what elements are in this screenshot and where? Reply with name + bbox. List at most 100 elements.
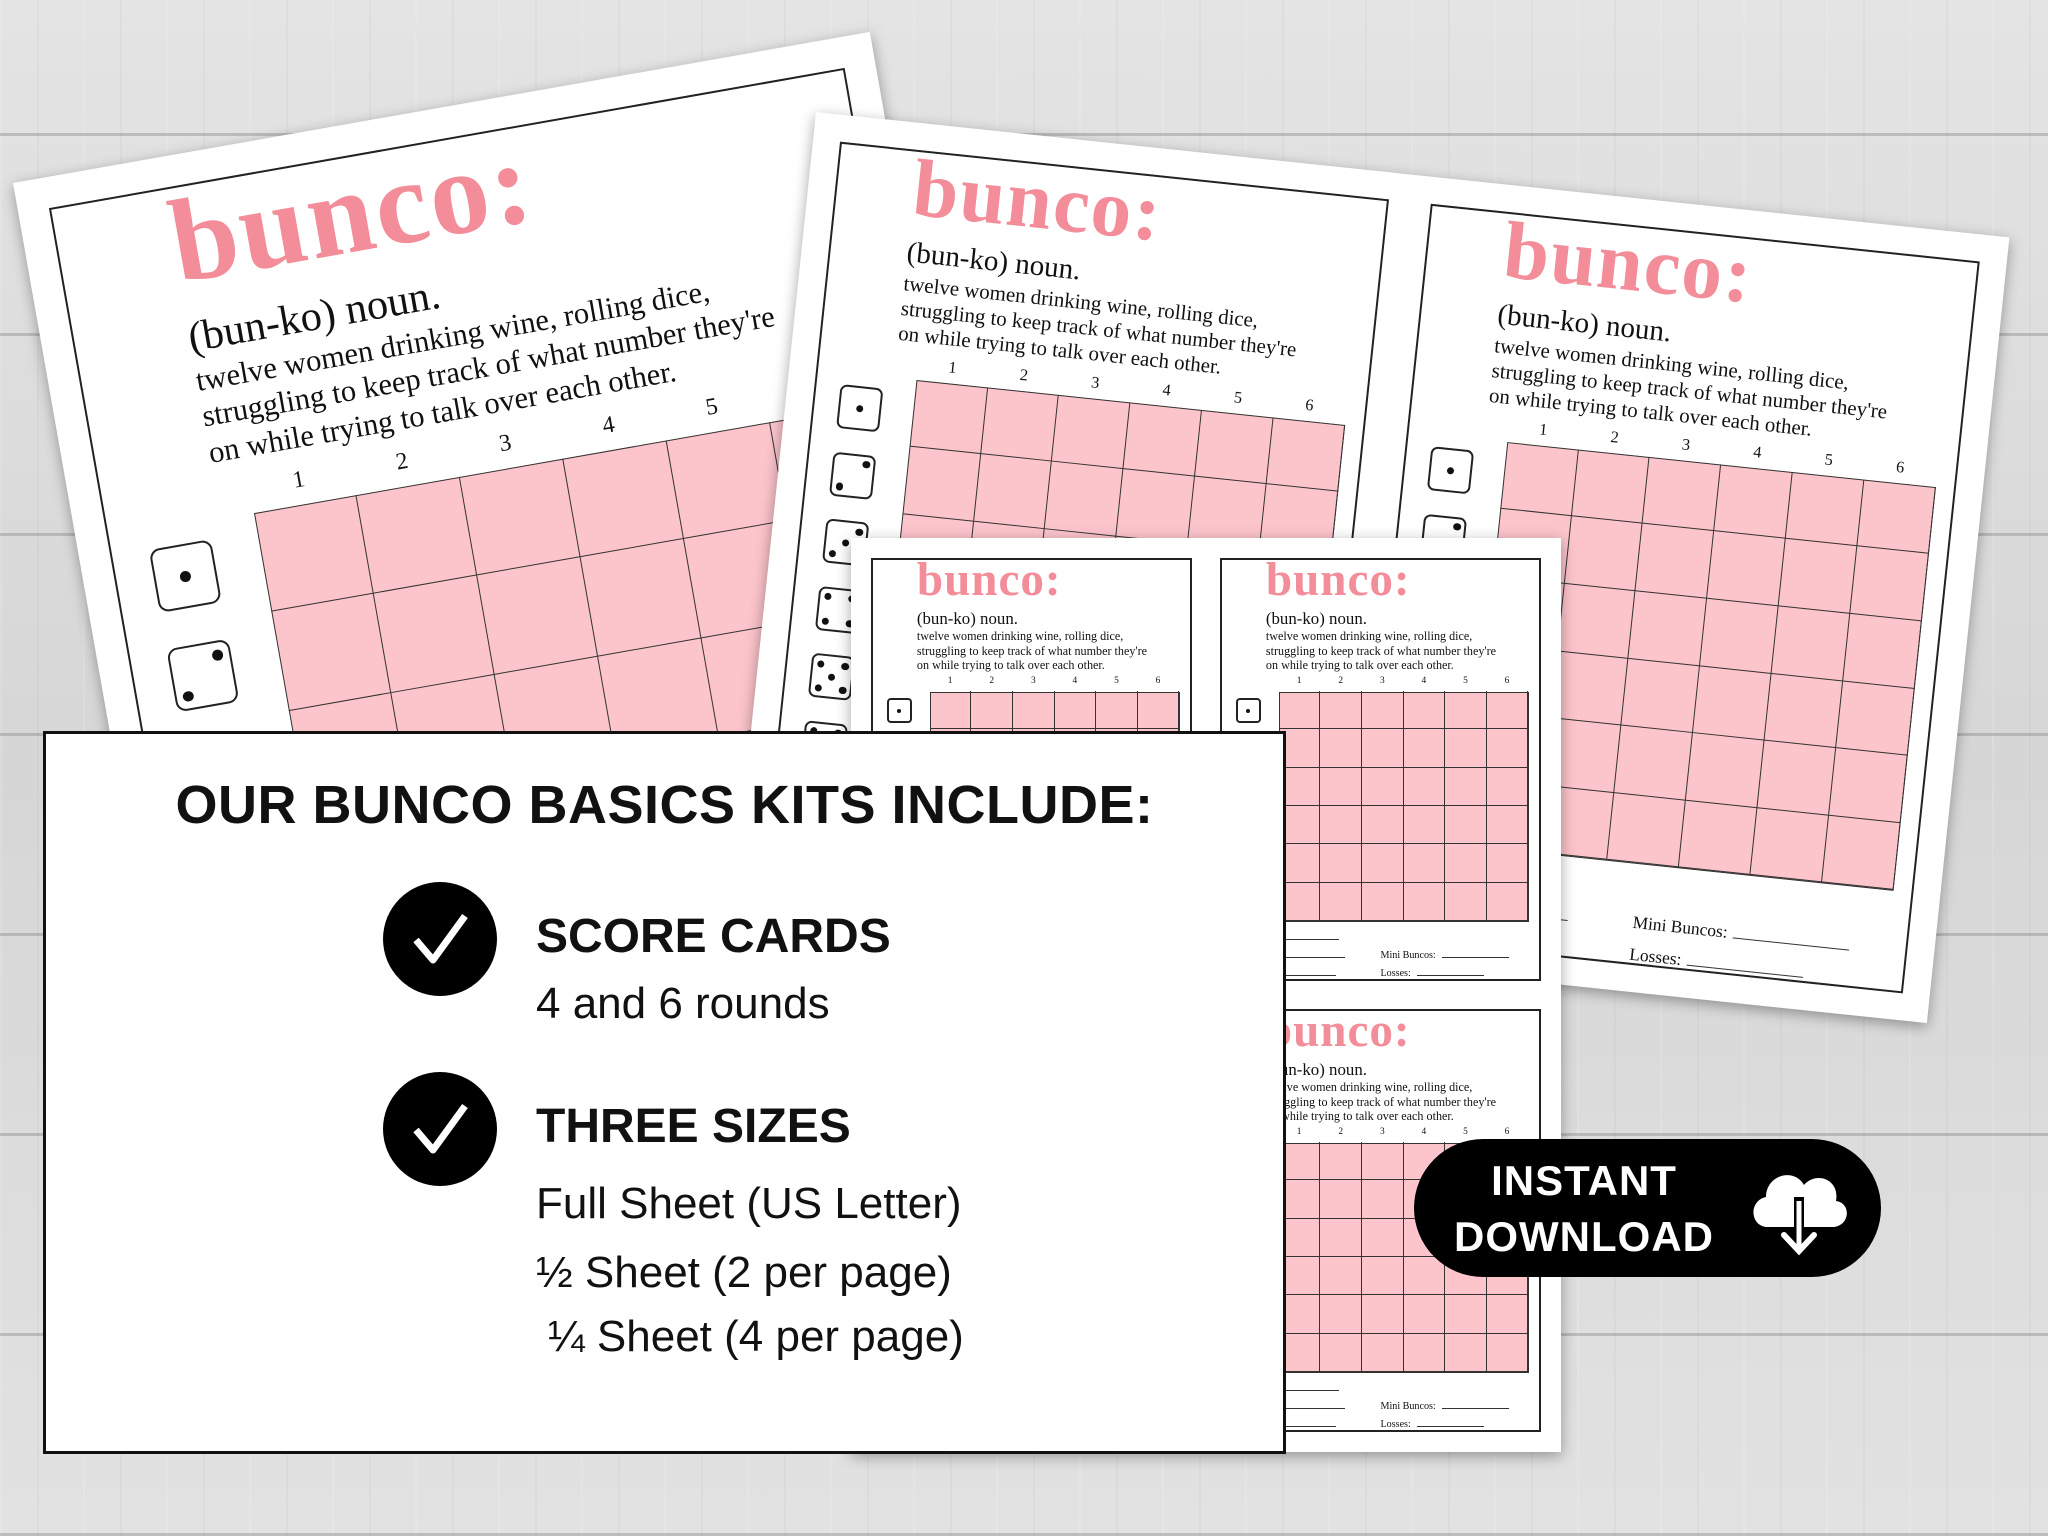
grid-cell xyxy=(1403,1333,1446,1373)
grid-cell xyxy=(971,691,1014,730)
grid-cell xyxy=(1500,441,1579,517)
grid-cell xyxy=(1614,725,1694,801)
grid-cell xyxy=(1362,1218,1404,1258)
grid-cell xyxy=(1320,1295,1363,1334)
grid-cell xyxy=(1771,606,1850,681)
die-pip xyxy=(179,570,192,583)
die-pip xyxy=(821,616,830,626)
grid-cell xyxy=(1403,691,1446,730)
card-definition: on while trying to talk over each other. xyxy=(1265,1109,1454,1124)
grid-cell xyxy=(1278,1180,1321,1219)
field-line xyxy=(1686,964,1803,978)
grid-cell xyxy=(1278,1142,1321,1181)
round-number: 6 xyxy=(1504,1127,1510,1138)
grid-cell xyxy=(1445,691,1487,730)
grid-cell xyxy=(1445,1333,1487,1373)
feature-title: SCORE CARDS xyxy=(536,910,891,963)
grid-cell xyxy=(1550,650,1629,726)
card-title: bunco: xyxy=(916,554,1062,607)
die-pip xyxy=(827,673,836,682)
card-title: bunco: xyxy=(1265,554,1411,607)
die xyxy=(835,384,884,433)
die xyxy=(148,539,223,614)
grid-cell xyxy=(1278,767,1321,807)
grid-cell xyxy=(1486,729,1529,768)
grid-cell xyxy=(1445,729,1487,768)
grid-cell xyxy=(1052,394,1131,470)
die xyxy=(886,698,912,724)
field-label: Losses: xyxy=(1380,968,1411,980)
field-label: Losses: xyxy=(1628,943,1683,969)
grid-cell xyxy=(929,691,972,730)
grid-cell xyxy=(1320,806,1363,845)
round-number: 5 xyxy=(1463,1127,1468,1138)
card-definition: twelve women drinking wine, rolling dice… xyxy=(1265,629,1473,644)
grid-cell xyxy=(973,454,1053,530)
die-pip xyxy=(897,708,902,713)
grid-cell xyxy=(1362,844,1404,883)
grid-cell xyxy=(1013,691,1055,730)
field-line xyxy=(1271,938,1340,940)
feature-line: Full Sheet (US Letter) xyxy=(536,1179,962,1228)
grid-cell xyxy=(1320,1257,1363,1296)
grid-cell xyxy=(1362,882,1404,922)
grid-cell xyxy=(1278,729,1321,768)
grid-cell xyxy=(1403,844,1446,883)
grid-cell xyxy=(1362,1295,1404,1334)
grid-cell xyxy=(1278,1333,1321,1373)
grid-cell xyxy=(1320,1180,1363,1219)
grid-cell xyxy=(1320,1218,1363,1258)
die-pip xyxy=(828,549,837,558)
grid-cell xyxy=(1445,882,1487,922)
round-number: 3 xyxy=(1030,676,1036,687)
card-field: Losses: xyxy=(1381,1419,1485,1430)
die-pip xyxy=(1453,522,1462,532)
die xyxy=(1426,446,1475,495)
die-pip xyxy=(182,689,195,703)
grid-cell xyxy=(1785,472,1865,547)
grid-cell xyxy=(1757,740,1836,816)
badge-text: INSTANT xyxy=(1491,1157,1677,1204)
round-number: 2 xyxy=(1338,1127,1344,1138)
grid-cell xyxy=(1486,691,1529,730)
grid-cell xyxy=(1278,1218,1321,1258)
grid-cell xyxy=(1320,1142,1363,1181)
badge-text: DOWNLOAD xyxy=(1454,1213,1714,1260)
card-pronunciation: (bun-ko) noun. xyxy=(916,608,1018,628)
grid-cell xyxy=(1403,882,1446,922)
grid-cell xyxy=(1403,1295,1446,1334)
grid-cell xyxy=(1278,806,1321,845)
grid-cell xyxy=(1486,1333,1529,1373)
field-line xyxy=(1268,975,1337,977)
grid-cell xyxy=(1445,767,1487,807)
grid-cell xyxy=(1320,882,1363,922)
field-line xyxy=(1278,956,1346,958)
round-number: 3 xyxy=(1379,1127,1385,1138)
die-pip xyxy=(823,592,833,601)
round-number: 1 xyxy=(1296,1127,1302,1138)
grid-cell xyxy=(666,421,788,539)
grid-cell xyxy=(459,458,581,576)
die-pip xyxy=(211,648,224,662)
grid-cell xyxy=(270,593,392,711)
die-pip xyxy=(814,684,823,693)
grid-cell xyxy=(253,494,375,612)
round-number: 5 xyxy=(1463,676,1468,687)
grid-cell xyxy=(1266,417,1345,493)
card-definition: twelve women drinking wine, rolling dice… xyxy=(1265,1080,1473,1095)
instant-download-badge: INSTANT DOWNLOAD xyxy=(1414,1139,1881,1277)
round-number: 5 xyxy=(1114,676,1119,687)
grid-cell xyxy=(356,476,478,594)
die-pip xyxy=(855,404,865,413)
grid-cell xyxy=(1571,449,1650,525)
card-definition: on while trying to talk over each other. xyxy=(1265,658,1454,673)
grid-cell xyxy=(1486,844,1529,883)
grid-cell xyxy=(374,575,495,693)
grid-cell xyxy=(1778,539,1858,614)
grid-cell xyxy=(1857,479,1936,555)
card-definition: struggling to keep track of what number … xyxy=(1265,1094,1497,1109)
die-pip xyxy=(835,482,844,491)
grid-cell xyxy=(1362,1333,1404,1373)
grid-cell xyxy=(1842,613,1922,689)
